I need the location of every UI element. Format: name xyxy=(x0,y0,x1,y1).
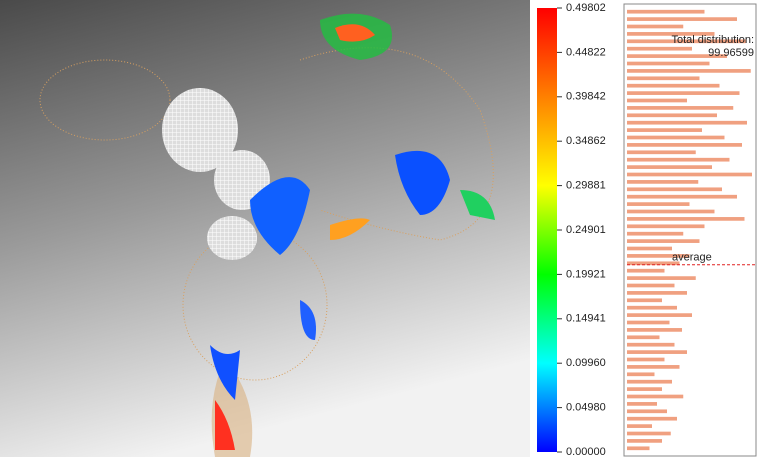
y-tick-label: 0.39842 xyxy=(566,91,606,103)
histogram-bar xyxy=(627,91,740,95)
histogram-bar xyxy=(627,62,710,66)
histogram-bar xyxy=(627,113,717,117)
histogram-bar xyxy=(627,424,652,428)
histogram-bar xyxy=(627,47,692,51)
screen: Total distribution: 99.96599 0.49802 0.44… xyxy=(0,0,757,457)
histogram-bar xyxy=(627,247,672,251)
histogram-bar xyxy=(627,372,655,376)
histogram-bar xyxy=(627,76,700,80)
y-tick-label: 0.14941 xyxy=(566,313,606,325)
histogram-bar xyxy=(627,232,683,236)
histogram-bar xyxy=(627,298,662,302)
histogram-bar xyxy=(627,365,680,369)
histogram-bar xyxy=(627,210,715,214)
histogram-bar xyxy=(627,335,660,339)
y-tick-label: 0.24901 xyxy=(566,224,606,236)
histogram-bar xyxy=(627,165,712,169)
histogram-bar xyxy=(627,195,737,199)
histogram-bar xyxy=(627,402,657,406)
histogram-bar xyxy=(627,180,698,184)
histogram-bar xyxy=(627,121,747,125)
histogram-bar xyxy=(627,350,687,354)
histogram-bar xyxy=(627,158,730,162)
histogram-bar xyxy=(627,343,675,347)
histogram-bar xyxy=(627,25,683,29)
histogram-bar xyxy=(627,306,677,310)
histogram-bar xyxy=(627,84,720,88)
y-tick-label: 0.34862 xyxy=(566,135,606,147)
histogram-bar xyxy=(627,150,696,154)
average-label: average xyxy=(672,252,712,264)
histogram-bar xyxy=(627,439,662,443)
histogram-bar xyxy=(627,99,687,103)
histogram-bar xyxy=(627,284,675,288)
histogram-bar xyxy=(627,291,687,295)
y-tick-label: 0.19921 xyxy=(566,268,606,280)
y-tick-label: 0.09960 xyxy=(566,357,606,369)
histogram-bar xyxy=(627,446,650,450)
histogram-bar xyxy=(627,321,670,325)
histogram-bar xyxy=(627,143,742,147)
histogram-bar xyxy=(627,17,737,21)
y-tick-label: 0.49802 xyxy=(566,2,606,14)
y-tick-label: 0.44822 xyxy=(566,46,606,58)
histogram-bar xyxy=(627,202,690,206)
histogram-bar xyxy=(627,276,696,280)
distribution-label: Total distribution: xyxy=(671,34,754,46)
viewport-3d xyxy=(0,0,530,457)
y-tick-label: 0.04980 xyxy=(566,402,606,414)
histogram-bar xyxy=(627,313,692,317)
y-tick-label: 0.00000 xyxy=(566,446,606,457)
histogram-bar xyxy=(627,239,700,243)
histogram-bar xyxy=(627,395,683,399)
histogram-bar xyxy=(627,328,682,332)
histogram-bar xyxy=(627,136,725,140)
distribution-value: 99.96599 xyxy=(708,47,754,59)
histogram-bar xyxy=(627,432,671,436)
histogram-bar xyxy=(627,10,705,14)
histogram-bar xyxy=(627,269,665,273)
y-tick-label: 0.29881 xyxy=(566,180,606,192)
histogram-bar xyxy=(627,417,677,421)
histogram-bar xyxy=(627,387,662,391)
histogram-bar xyxy=(627,128,702,132)
histogram-bar xyxy=(627,224,705,228)
histogram-bar xyxy=(627,106,733,110)
histogram-bar xyxy=(627,217,745,221)
histogram-bar xyxy=(627,187,722,191)
histogram-bar xyxy=(627,409,667,413)
histogram-bar xyxy=(627,173,752,177)
histogram-bar xyxy=(627,380,672,384)
colorbar xyxy=(537,8,557,452)
histogram-bar xyxy=(627,69,751,73)
histogram-bar xyxy=(627,358,665,362)
